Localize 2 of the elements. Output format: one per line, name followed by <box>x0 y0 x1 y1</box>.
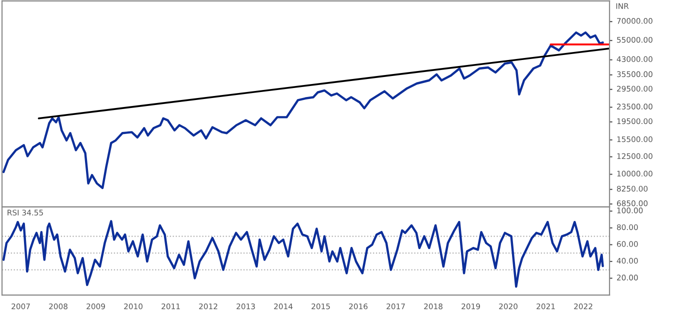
line-series <box>2 31 604 190</box>
line-series <box>2 220 604 288</box>
